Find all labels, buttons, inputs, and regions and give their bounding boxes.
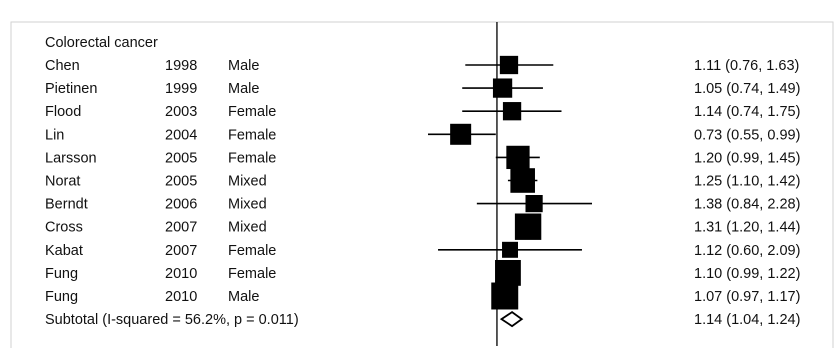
study-author: Berndt (45, 197, 88, 213)
study-ci-text: 1.31 (1.20, 1.44) (694, 220, 800, 236)
subtotal-ci-text: 1.14 (1.04, 1.24) (694, 312, 800, 328)
study-marks (428, 55, 592, 310)
study-ci-text: 1.14 (0.74, 1.75) (694, 104, 800, 120)
study-author: Fung (45, 289, 78, 305)
study-author: Flood (45, 104, 81, 120)
study-year: 2003 (165, 104, 197, 120)
estimate-box (492, 78, 513, 98)
study-ci-text: 1.20 (0.99, 1.45) (694, 150, 800, 166)
study-ci-text: 1.05 (0.74, 1.49) (694, 81, 800, 97)
study-year: 2004 (165, 127, 197, 143)
subtotal-row: Subtotal (I-squared = 56.2%, p = 0.011) 1… (45, 311, 800, 328)
study-year: 2006 (165, 197, 197, 213)
study-year: 1998 (165, 58, 197, 74)
study-ci-text: 1.25 (1.10, 1.42) (694, 174, 800, 190)
study-sex: Mixed (228, 220, 267, 236)
estimate-box (499, 55, 519, 75)
study-sex: Male (228, 81, 259, 97)
study-year: 2010 (165, 289, 197, 305)
study-author: Pietinen (45, 81, 97, 97)
study-author: Fung (45, 266, 78, 282)
study-year: 2007 (165, 220, 197, 236)
estimate-box (510, 168, 535, 193)
study-author: Lin (45, 127, 64, 143)
estimate-box (502, 241, 519, 258)
estimate-box (495, 259, 521, 286)
estimate-box (506, 145, 530, 170)
study-author: Larsson (45, 150, 97, 166)
study-ci-text: 0.73 (0.55, 0.99) (694, 127, 800, 143)
study-ci-text: 1.07 (0.97, 1.17) (694, 289, 800, 305)
estimate-box (502, 102, 522, 121)
study-year: 2007 (165, 243, 197, 259)
estimate-box (514, 213, 542, 240)
estimate-box (491, 282, 519, 310)
study-year: 2010 (165, 266, 197, 282)
study-author: Kabat (45, 243, 83, 259)
study-sex: Male (228, 289, 259, 305)
study-sex: Female (228, 104, 276, 120)
study-sex: Mixed (228, 174, 267, 190)
study-year: 2005 (165, 150, 197, 166)
study-ci-text: 1.38 (0.84, 2.28) (694, 197, 800, 213)
study-sex: Mixed (228, 197, 267, 213)
study-year: 1999 (165, 81, 197, 97)
study-author: Cross (45, 220, 83, 236)
estimate-box (525, 195, 543, 213)
study-sex: Female (228, 243, 276, 259)
plot-frame (10, 21, 834, 348)
study-year: 2005 (165, 174, 197, 190)
study-author: Chen (45, 58, 80, 74)
study-sex: Female (228, 150, 276, 166)
group-label: Colorectal cancer (45, 35, 158, 51)
study-sex: Male (228, 58, 259, 74)
study-ci-text: 1.11 (0.76, 1.63) (694, 58, 799, 74)
estimate-box (450, 123, 472, 145)
subtotal-label: Subtotal (I-squared = 56.2%, p = 0.011) (45, 312, 299, 328)
pooled-diamond (499, 311, 524, 328)
study-ci-text: 1.12 (0.60, 2.09) (694, 243, 800, 259)
study-rows: Chen 1998 Male 1.11 (0.76, 1.63) Pietinen 199… (45, 58, 800, 305)
study-author: Norat (45, 174, 80, 190)
study-sex: Female (228, 127, 276, 143)
study-ci-text: 1.10 (0.99, 1.22) (694, 266, 800, 282)
study-sex: Female (228, 266, 276, 282)
